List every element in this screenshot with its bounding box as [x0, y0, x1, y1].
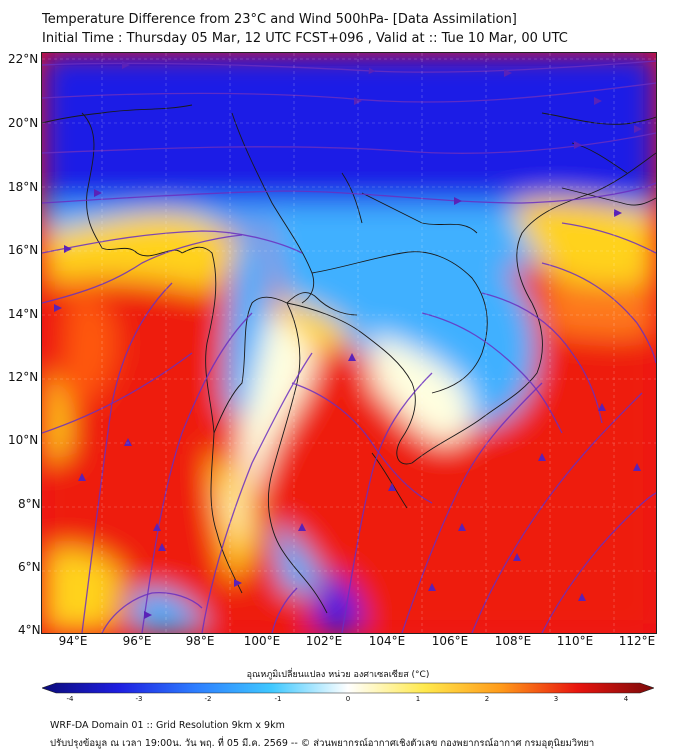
- lat-label-6n: 6°N: [18, 560, 41, 574]
- graticule: [42, 53, 656, 633]
- lat-label-8n: 8°N: [18, 497, 41, 511]
- lat-label-16n: 16°N: [8, 243, 39, 257]
- wind-arrows: [54, 61, 642, 619]
- colorbar-tick: 0: [345, 695, 351, 703]
- lon-label-102e: 102°E: [305, 634, 343, 648]
- model-info: WRF-DA Domain 01 :: Grid Resolution 9km …: [50, 720, 285, 731]
- country-borders: [42, 104, 656, 614]
- lon-label-100e: 100°E: [243, 634, 281, 648]
- lon-label-98e: 98°E: [185, 634, 215, 648]
- lon-label-108e: 108°E: [494, 634, 532, 648]
- colorbar-tick: 2: [484, 695, 490, 703]
- lon-label-94e: 94°E: [58, 634, 88, 648]
- wind-streamlines: [42, 60, 656, 633]
- lon-label-110e: 110°E: [556, 634, 594, 648]
- lon-label-112e: 112°E: [618, 634, 656, 648]
- colorbar-tick: 1: [415, 695, 421, 703]
- colorbar-tick: 3: [553, 695, 559, 703]
- lat-label-10n: 10°N: [8, 433, 39, 447]
- lat-label-12n: 12°N: [8, 370, 39, 384]
- lat-label-22n: 22°N: [8, 52, 39, 66]
- map-title: Temperature Difference from 23°C and Win…: [42, 12, 517, 27]
- colorbar-title: อุณหภูมิเปลี่ยนแปลง หน่วย องศาเซลเซียส (…: [246, 670, 430, 680]
- lat-label-20n: 20°N: [8, 116, 39, 130]
- colorbar: [42, 682, 654, 694]
- colorbar-tick: -2: [204, 695, 212, 703]
- colorbar-tick: 4: [623, 695, 629, 703]
- update-credit: ปรับปรุงข้อมูล ณ เวลา 19:00น. วัน พฤ. ที…: [50, 738, 595, 749]
- temperature-field: [42, 53, 656, 633]
- map-subtitle: Initial Time : Thursday 05 Mar, 12 UTC F…: [42, 31, 568, 46]
- lon-label-104e: 104°E: [368, 634, 406, 648]
- colorbar-tick: -1: [274, 695, 282, 703]
- lat-label-18n: 18°N: [8, 180, 39, 194]
- colorbar-tick: -3: [135, 695, 143, 703]
- temperature-wind-map: [41, 52, 657, 634]
- lon-label-96e: 96°E: [122, 634, 152, 648]
- lat-label-14n: 14°N: [8, 307, 39, 321]
- lon-label-106e: 106°E: [431, 634, 469, 648]
- map-canvas: [42, 53, 656, 633]
- lat-label-4n: 4°N: [18, 623, 41, 637]
- colorbar-tick: -4: [66, 695, 74, 703]
